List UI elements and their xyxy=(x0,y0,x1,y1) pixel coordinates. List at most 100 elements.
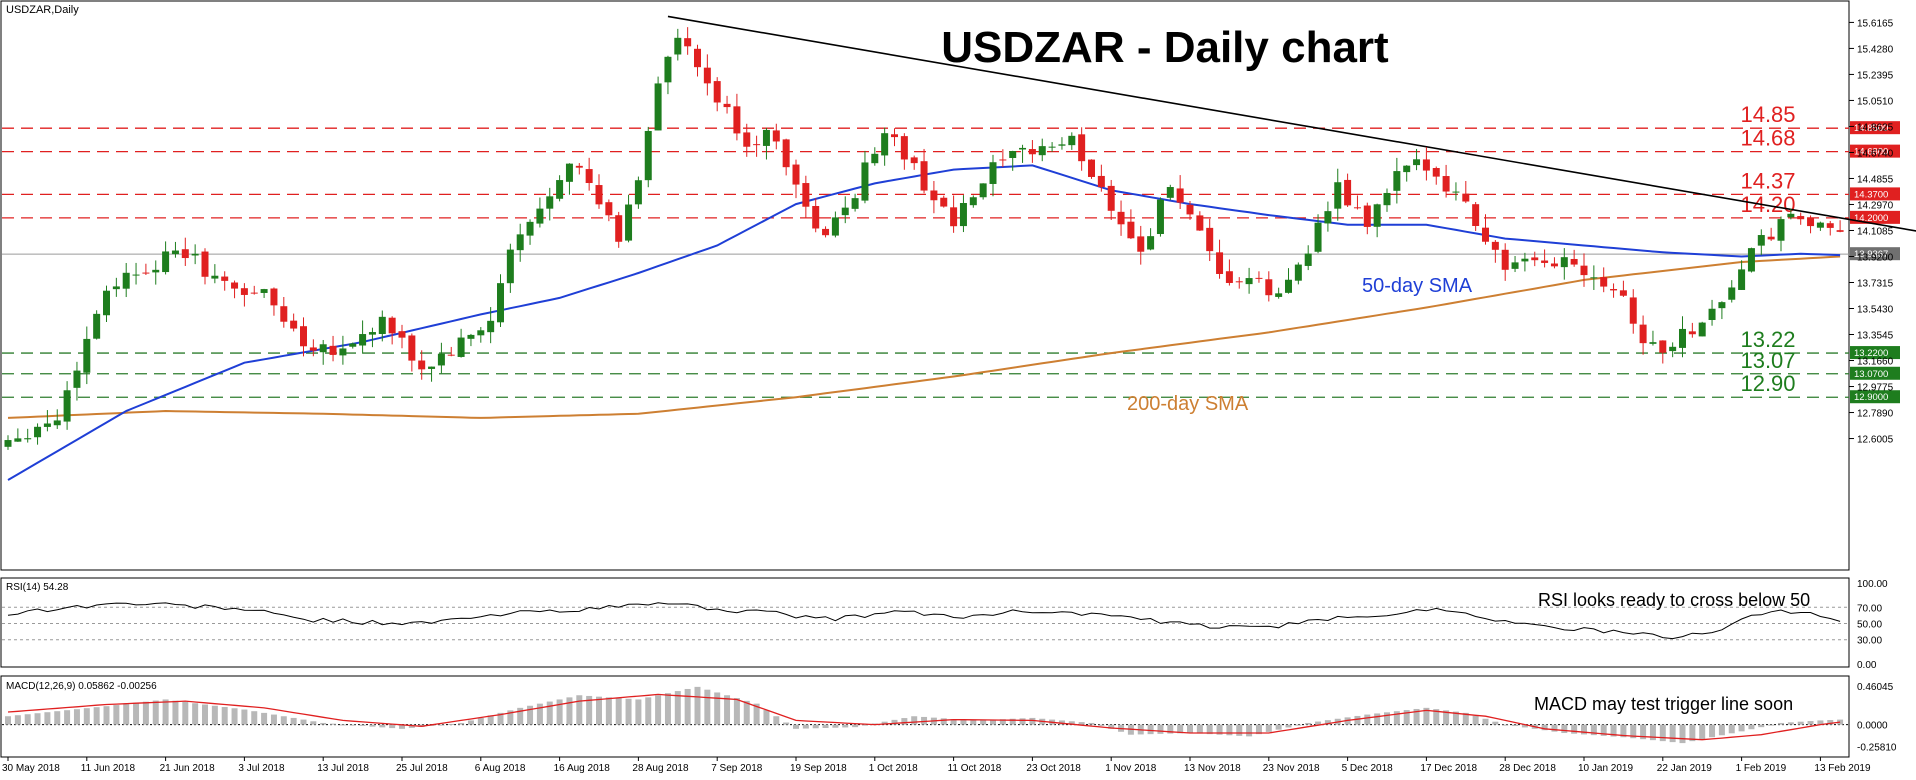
candle-body xyxy=(1698,322,1706,337)
current-price-box xyxy=(1850,247,1900,261)
candle-body xyxy=(743,132,751,147)
macd-histogram-bar xyxy=(1433,709,1440,725)
candle-body xyxy=(171,250,179,255)
candle-body xyxy=(595,185,603,205)
candle-body xyxy=(1659,340,1667,353)
candle-body xyxy=(457,337,465,357)
candle-body xyxy=(1058,144,1066,146)
candle-body xyxy=(14,438,22,442)
candle-body xyxy=(309,347,317,351)
macd-histogram-bar xyxy=(487,715,494,725)
macd-histogram-bar xyxy=(861,724,868,726)
sma200-label: 200-day SMA xyxy=(1127,393,1249,415)
macd-histogram-bar xyxy=(1778,722,1784,725)
macd-tick-label: 0.0000 xyxy=(1857,721,1888,732)
macd-histogram-bar xyxy=(1009,718,1016,725)
candle-body xyxy=(881,133,889,156)
macd-histogram-bar xyxy=(842,724,849,728)
candle-body xyxy=(1166,187,1174,198)
macd-histogram-bar xyxy=(5,716,11,725)
candle-body xyxy=(959,203,967,227)
candle-body xyxy=(368,332,376,335)
macd-histogram-bar xyxy=(940,718,947,725)
candle-body xyxy=(270,288,278,306)
macd-histogram-bar xyxy=(1226,724,1233,736)
macd-histogram-bar xyxy=(999,719,1006,725)
date-tick-label: 19 Sep 2018 xyxy=(790,763,847,774)
macd-histogram-bar xyxy=(1177,724,1184,734)
macd-histogram-bar xyxy=(664,693,671,725)
candle-body xyxy=(1491,241,1499,250)
candle-body xyxy=(1137,236,1145,252)
macd-signal-line xyxy=(7,693,1841,741)
macd-histogram-bar xyxy=(458,722,465,725)
level-tag-14.68: 14.6800 xyxy=(1854,147,1888,158)
macd-histogram-bar xyxy=(576,695,583,725)
macd-histogram-bar xyxy=(1413,708,1420,725)
sma200-group xyxy=(7,255,1841,419)
candle-body xyxy=(644,130,652,181)
macd-histogram-bar xyxy=(359,724,366,726)
candle-body xyxy=(1747,248,1755,272)
level-tag-box xyxy=(1850,390,1900,404)
date-tick-label: 21 Jun 2018 xyxy=(160,763,215,774)
candle-body xyxy=(1019,147,1027,150)
macd-histogram-bar xyxy=(339,724,346,726)
macd-histogram-bar xyxy=(1167,724,1174,734)
macd-label: MACD(12,26,9) 0.05862 -0.00256 xyxy=(6,681,157,692)
candle-body xyxy=(300,326,307,347)
candle-body xyxy=(378,316,386,334)
candle-body xyxy=(359,334,367,346)
macd-histogram-bar xyxy=(832,724,839,728)
candle-body xyxy=(201,251,209,277)
macd-histogram-bar xyxy=(1403,710,1410,725)
candle-body xyxy=(1275,293,1283,297)
macd-histogram-bar xyxy=(1561,724,1568,734)
macd-histogram-bar xyxy=(44,712,51,725)
candle-body xyxy=(1294,264,1302,281)
date-tick-label: 11 Oct 2018 xyxy=(948,763,1002,774)
macd-histogram-bar xyxy=(684,688,691,725)
candle-body xyxy=(250,292,258,294)
macd-histogram-bar xyxy=(1275,724,1282,730)
level-tag-box xyxy=(1850,144,1900,158)
macd-histogram-bar xyxy=(1157,724,1164,734)
level-tag-14.37: 14.3700 xyxy=(1854,189,1888,200)
date-tick-label: 7 Sep 2018 xyxy=(711,763,763,774)
macd-histogram-bar xyxy=(1689,724,1696,742)
macd-histogram-bar xyxy=(251,711,258,725)
macd-histogram-bar xyxy=(54,711,61,725)
macd-histogram-bar xyxy=(14,715,21,725)
macd-histogram-bar xyxy=(1521,724,1528,728)
candle-body xyxy=(506,249,514,284)
macd-histogram-bar xyxy=(1620,724,1627,738)
price-tick-label: 14.4855 xyxy=(1857,174,1894,185)
candle-body xyxy=(34,426,42,438)
candle-body xyxy=(24,438,32,440)
macd-histogram-bar xyxy=(133,702,140,725)
macd-histogram-bar xyxy=(724,695,731,725)
candle-body xyxy=(1560,257,1568,268)
macd-histogram-bar xyxy=(625,698,632,725)
macd-histogram-bar xyxy=(1551,724,1558,732)
candle-body xyxy=(999,159,1007,161)
candle-body xyxy=(122,272,130,289)
macd-histogram-bar xyxy=(1640,724,1647,740)
candle-body xyxy=(605,202,613,216)
date-tick-label: 13 Nov 2018 xyxy=(1184,763,1241,774)
candle-body xyxy=(152,269,160,273)
candle-body xyxy=(1521,258,1529,262)
macd-histogram-bar xyxy=(270,714,277,725)
candle-body xyxy=(930,190,938,201)
macd-histogram-bar xyxy=(1718,724,1725,736)
candle-body xyxy=(260,289,268,293)
candle-body xyxy=(428,366,436,369)
macd-histogram-bar xyxy=(517,707,524,725)
macd-histogram-bar xyxy=(921,716,928,725)
macd-histogram-bar xyxy=(290,717,297,725)
level-tag-box xyxy=(1850,210,1900,224)
candle-body xyxy=(1127,221,1135,239)
macd-histogram-bar xyxy=(73,709,80,725)
candle-body xyxy=(625,204,633,241)
candle-body xyxy=(1787,213,1795,218)
